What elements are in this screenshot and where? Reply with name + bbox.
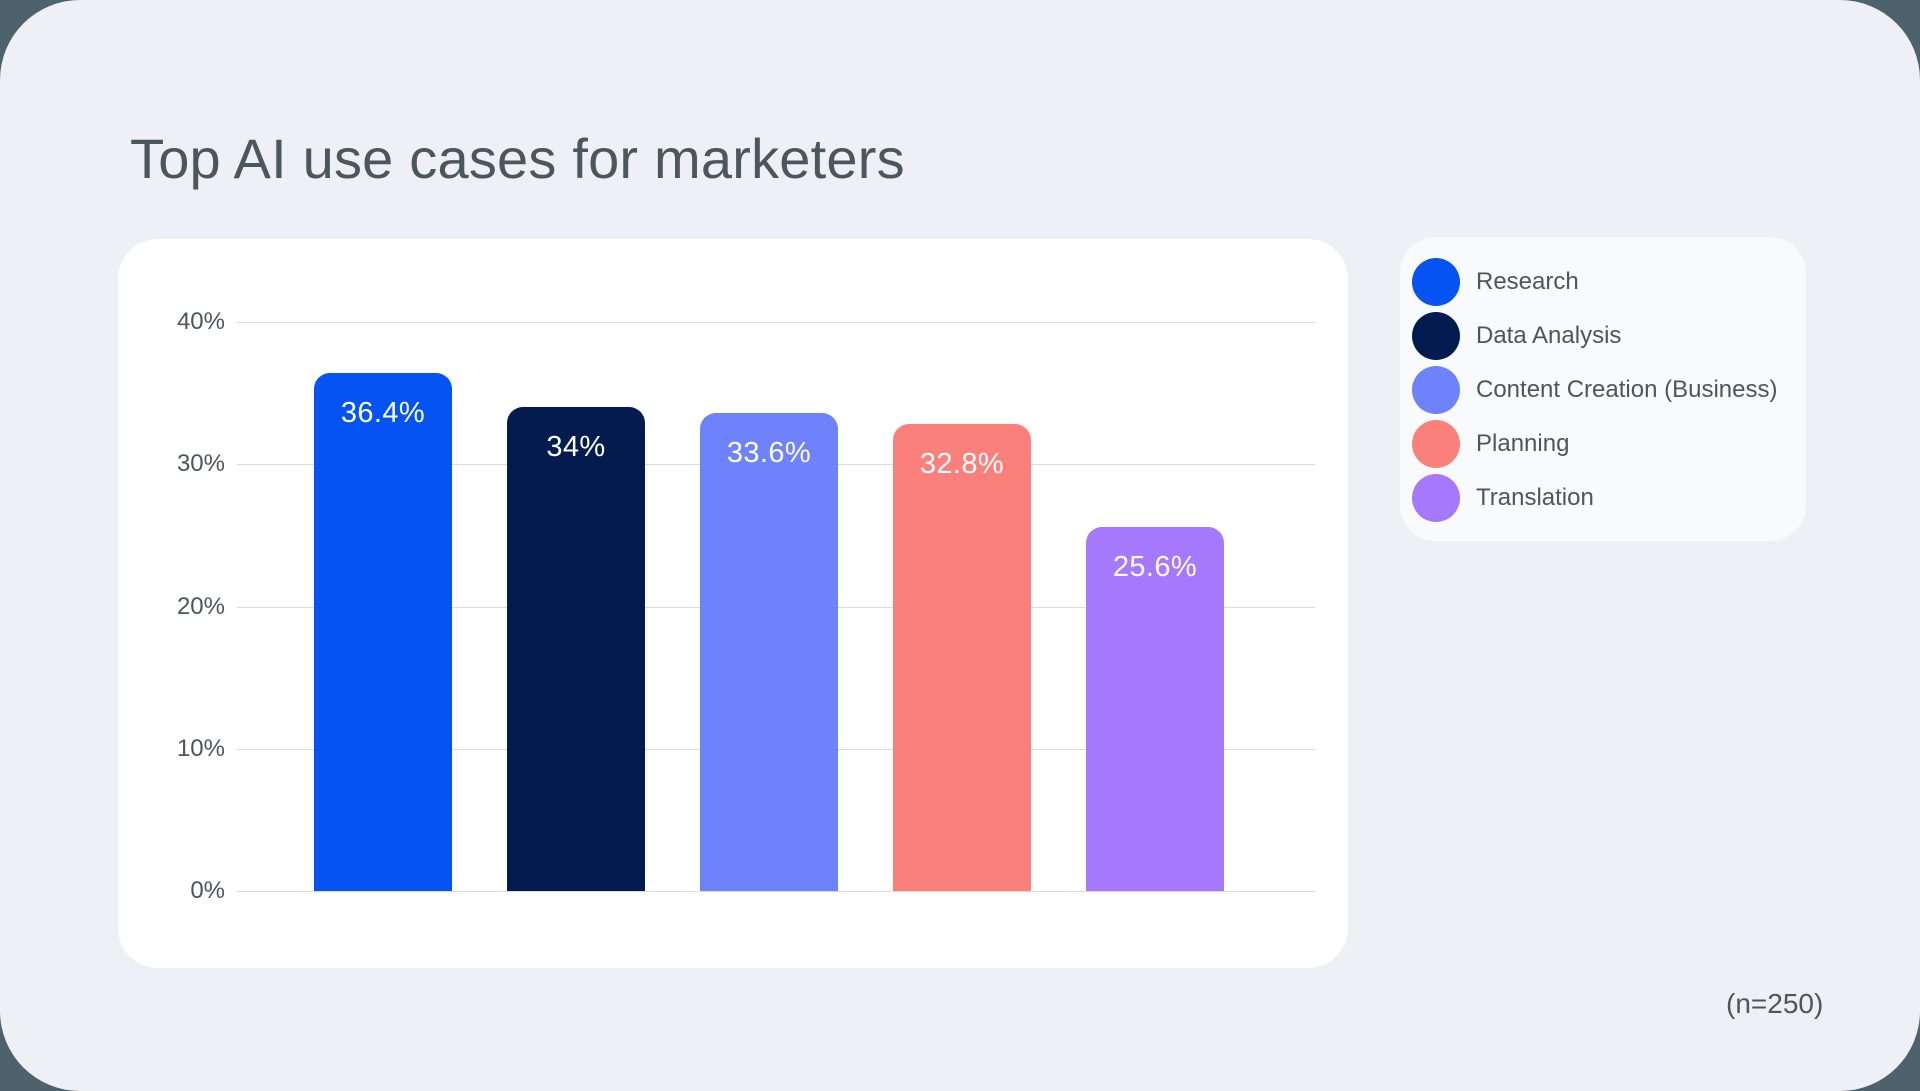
legend-item-translation: Translation (1412, 471, 1788, 525)
bar-data-analysis: 34% (507, 407, 645, 891)
legend-color-dot-translation (1412, 474, 1460, 522)
sample-size-note: (n=250) (1726, 988, 1824, 1019)
legend-item-research: Research (1412, 255, 1788, 309)
bar-content-creation-business: 33.6% (700, 413, 838, 891)
gridline (237, 322, 1315, 323)
bar-value-label: 36.4% (340, 397, 426, 429)
legend: Research Data Analysis Content Creation (B… (1400, 237, 1806, 541)
legend-item-label: Planning (1476, 430, 1570, 457)
legend-item-label: Data Analysis (1476, 322, 1622, 349)
page-title: Top AI use cases for marketers (130, 127, 905, 190)
legend-color-dot-content-creation-business (1412, 366, 1460, 414)
y-axis-tick-label: 30% (176, 450, 225, 478)
plot-area: 0% 10% 20% 30% 40% 36.4% 34% 33.6% 32.8% 25.6% (177, 310, 1315, 903)
legend-item-content-creation-business: Content Creation (Business) (1412, 363, 1788, 417)
bar-planning: 32.8% (893, 424, 1031, 891)
legend-item-label: Translation (1476, 484, 1594, 511)
legend-item-data-analysis: Data Analysis (1412, 309, 1788, 363)
bar-value-label: 25.6% (1112, 551, 1198, 583)
legend-color-dot-planning (1412, 420, 1460, 468)
gridline (237, 891, 1315, 892)
y-axis-tick-label: 0% (190, 877, 225, 904)
legend-color-dot-research (1412, 258, 1460, 306)
bar-value-label: 32.8% (919, 448, 1005, 480)
legend-color-dot-data-analysis (1412, 312, 1460, 360)
bar-research: 36.4% (314, 373, 452, 891)
y-axis-tick-label: 20% (176, 592, 225, 620)
legend-item-label: Research (1476, 268, 1579, 295)
chart-panel: 0% 10% 20% 30% 40% 36.4% 34% 33.6% 32.8% 25.6% (118, 239, 1348, 968)
bar-translation: 25.6% (1086, 527, 1224, 891)
legend-item-planning: Planning (1412, 417, 1788, 471)
y-axis-tick-label: 40% (176, 308, 225, 335)
legend-item-label: Content Creation (Business) (1476, 376, 1778, 403)
y-axis-tick-label: 10% (176, 734, 225, 762)
bar-value-label: 34% (546, 431, 606, 463)
bar-value-label: 33.6% (726, 437, 812, 469)
